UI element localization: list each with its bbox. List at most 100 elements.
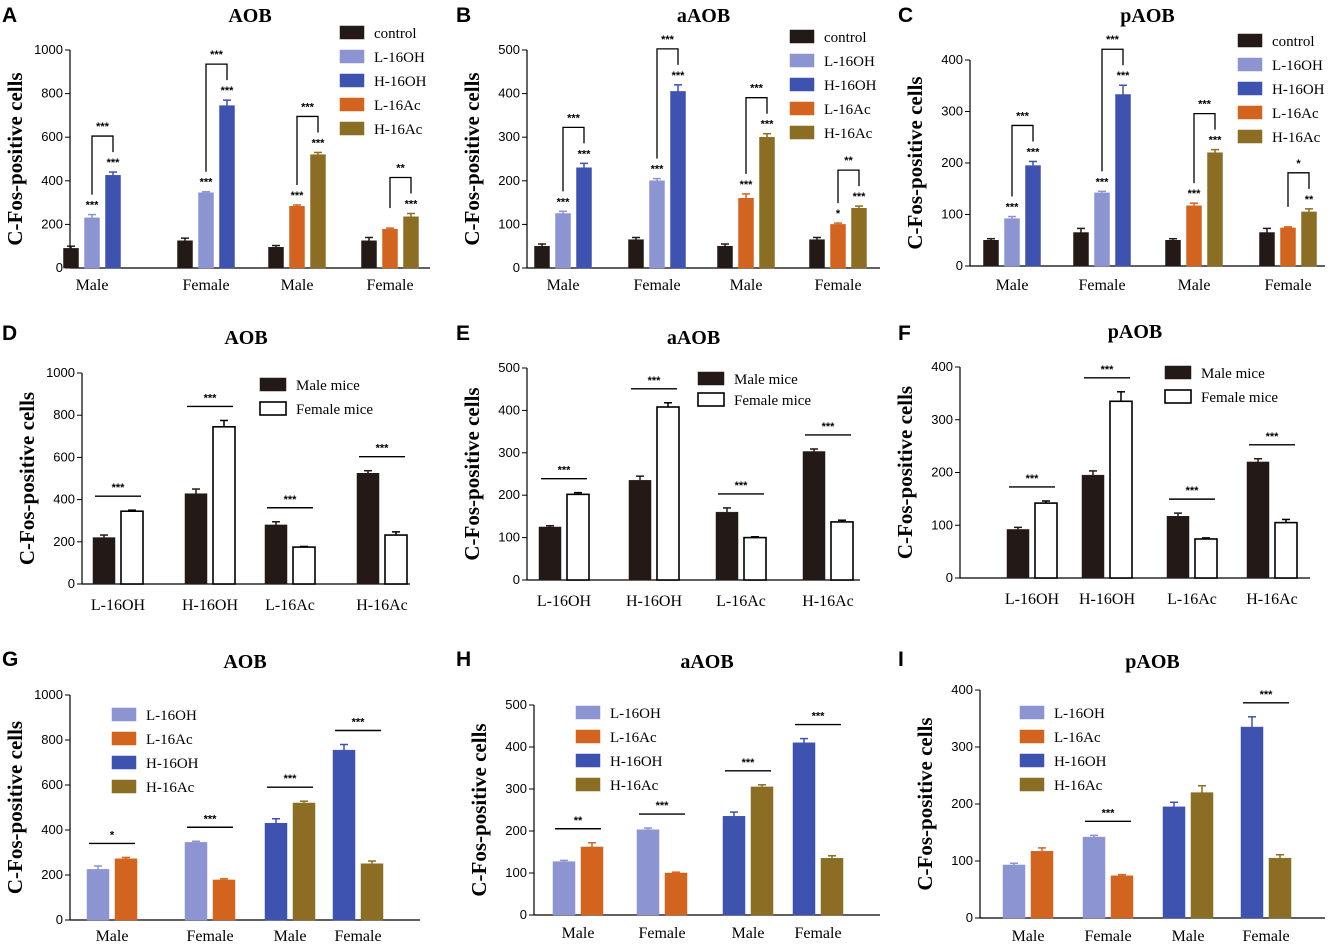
legend-swatch xyxy=(111,731,137,746)
legend-swatch xyxy=(789,29,815,44)
y-tick-label: 400 xyxy=(41,173,63,188)
legend-label: Male mice xyxy=(1201,366,1265,382)
y-tick-label: 600 xyxy=(41,777,63,792)
significance-label: *** xyxy=(740,179,754,191)
y-tick-label: 400 xyxy=(53,492,75,507)
y-tick-label: 600 xyxy=(53,449,75,464)
significance-label: * xyxy=(110,829,115,841)
significance-label: *** xyxy=(558,465,572,477)
x-tick-label: L-16Ac xyxy=(716,593,766,610)
panel-letter: G xyxy=(2,648,18,671)
bar-l-16ac xyxy=(382,228,398,269)
significance-bracket xyxy=(837,169,860,204)
bar-l-16oh xyxy=(1082,836,1106,919)
significance-label: *** xyxy=(291,190,305,202)
y-tick-label: 300 xyxy=(498,129,520,144)
significance-label: *** xyxy=(204,392,218,404)
significance-label: *** xyxy=(557,196,571,208)
x-tick-label: Male xyxy=(1172,928,1205,945)
significance-label: *** xyxy=(735,480,749,492)
x-tick-label: H-16Ac xyxy=(1246,591,1298,608)
significance-label: *** xyxy=(651,164,665,176)
bar-male xyxy=(92,537,116,585)
x-tick-label: Female xyxy=(366,277,413,294)
bar-control xyxy=(983,240,999,267)
legend-label: L-16Ac xyxy=(610,730,657,746)
y-tick-label: 800 xyxy=(41,86,63,101)
significance-label: *** xyxy=(1209,135,1223,147)
significance-label: *** xyxy=(1106,34,1120,46)
y-tick-label: 200 xyxy=(498,173,520,188)
bar-l-16ac xyxy=(664,872,688,916)
y-tick-label: 200 xyxy=(941,155,963,170)
y-tick-label: 200 xyxy=(951,796,973,811)
significance-label: *** xyxy=(761,119,775,131)
legend-swatch xyxy=(339,97,365,112)
bar-control xyxy=(1073,232,1089,267)
y-tick-label: 100 xyxy=(505,865,527,880)
y-tick-label: 0 xyxy=(946,570,953,585)
y-axis-label: C-Fos-positive cells xyxy=(903,76,927,249)
bar-l-16oh xyxy=(86,869,110,921)
bar-male xyxy=(715,511,739,581)
bar-h-16ac xyxy=(403,216,419,269)
significance-label: *** xyxy=(567,112,581,124)
significance-label: *** xyxy=(822,421,836,433)
y-tick-label: 800 xyxy=(53,407,75,422)
bar-l-16ac xyxy=(212,879,236,921)
bar-l-16oh xyxy=(184,842,208,921)
bar-male xyxy=(1166,516,1190,579)
significance-label: *** xyxy=(112,482,126,494)
y-tick-label: 0 xyxy=(513,260,520,275)
y-tick-label: 400 xyxy=(931,359,953,374)
legend-label: L-16OH xyxy=(824,54,875,70)
bar-h-16oh xyxy=(1162,806,1186,919)
significance-label: *** xyxy=(352,717,366,729)
x-tick-label: Male xyxy=(547,277,580,294)
legend-swatch xyxy=(1019,753,1045,768)
significance-bracket xyxy=(205,63,228,172)
panel-letter: I xyxy=(898,648,904,671)
y-axis-label: C-Fos-positive cells xyxy=(460,72,484,245)
panel-letter: A xyxy=(2,4,17,27)
x-tick-label: Female xyxy=(1078,277,1125,294)
legend-swatch xyxy=(1019,705,1045,720)
y-tick-label: 200 xyxy=(498,487,520,502)
y-axis-label: C-Fos-positive cells xyxy=(3,72,27,245)
y-axis-label: C-Fos-positive cells xyxy=(3,721,27,894)
significance-label: *** xyxy=(200,177,214,189)
y-tick-label: 0 xyxy=(966,910,973,925)
legend-label: Female mice xyxy=(734,393,811,409)
legend-label: Female mice xyxy=(1201,390,1278,406)
bar-male xyxy=(1081,474,1105,579)
significance-label: *** xyxy=(812,711,826,723)
legend-swatch xyxy=(789,53,815,68)
bar-l-16oh xyxy=(1094,192,1110,267)
x-tick-label: L-16Ac xyxy=(1167,591,1217,608)
significance-label: *** xyxy=(204,813,218,825)
y-tick-label: 100 xyxy=(941,207,963,222)
legend-label: H-16OH xyxy=(146,756,199,772)
significance-label: *** xyxy=(1016,110,1030,122)
legend-label: L-16Ac xyxy=(1272,106,1319,122)
legend-label: control xyxy=(824,30,867,46)
y-tick-label: 400 xyxy=(498,402,520,417)
legend-swatch xyxy=(1237,81,1263,96)
bar-h-16ac xyxy=(1268,857,1292,919)
significance-label: ** xyxy=(396,163,405,175)
bar-female xyxy=(566,493,590,581)
significance-label: *** xyxy=(221,85,235,97)
legend-label: L-16OH xyxy=(146,708,197,724)
bar-male xyxy=(1006,529,1030,579)
x-tick-label: H-16Ac xyxy=(356,597,408,614)
significance-label: *** xyxy=(1027,146,1041,158)
significance-label: *** xyxy=(1117,70,1131,82)
bar-h-16ac xyxy=(292,802,316,921)
significance-label: *** xyxy=(1260,689,1274,701)
x-tick-label: Male xyxy=(1178,277,1211,294)
legend-label: L-16Ac xyxy=(374,98,421,114)
significance-label: *** xyxy=(96,121,110,133)
